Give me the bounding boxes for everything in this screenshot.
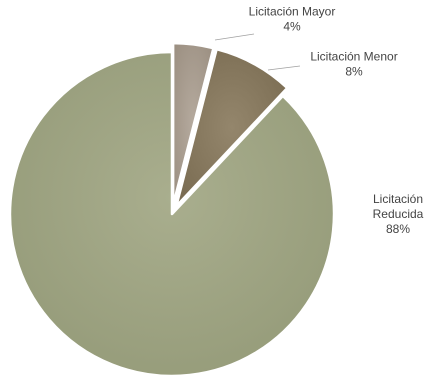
pie-slice-licitacion-reducida xyxy=(8,50,336,378)
leader-lines xyxy=(214,33,301,71)
pie-slices xyxy=(8,41,336,378)
pie-slice-licitacion-mayor xyxy=(171,41,215,207)
data-label-licitacion-mayor: Licitación Mayor 4% xyxy=(249,5,336,34)
slice-labels: Licitación Mayor 4% Licitación Menor 8% Lici… xyxy=(249,5,424,237)
leader-line-licitacion-mayor xyxy=(214,33,255,41)
pie-slice-licitacion-menor xyxy=(175,47,289,208)
data-label-licitacion-menor: Licitación Menor 8% xyxy=(310,50,397,79)
data-label-licitacion-reducida: Licitación Reducida 88% xyxy=(373,192,424,236)
leader-line-licitacion-menor xyxy=(267,65,301,71)
